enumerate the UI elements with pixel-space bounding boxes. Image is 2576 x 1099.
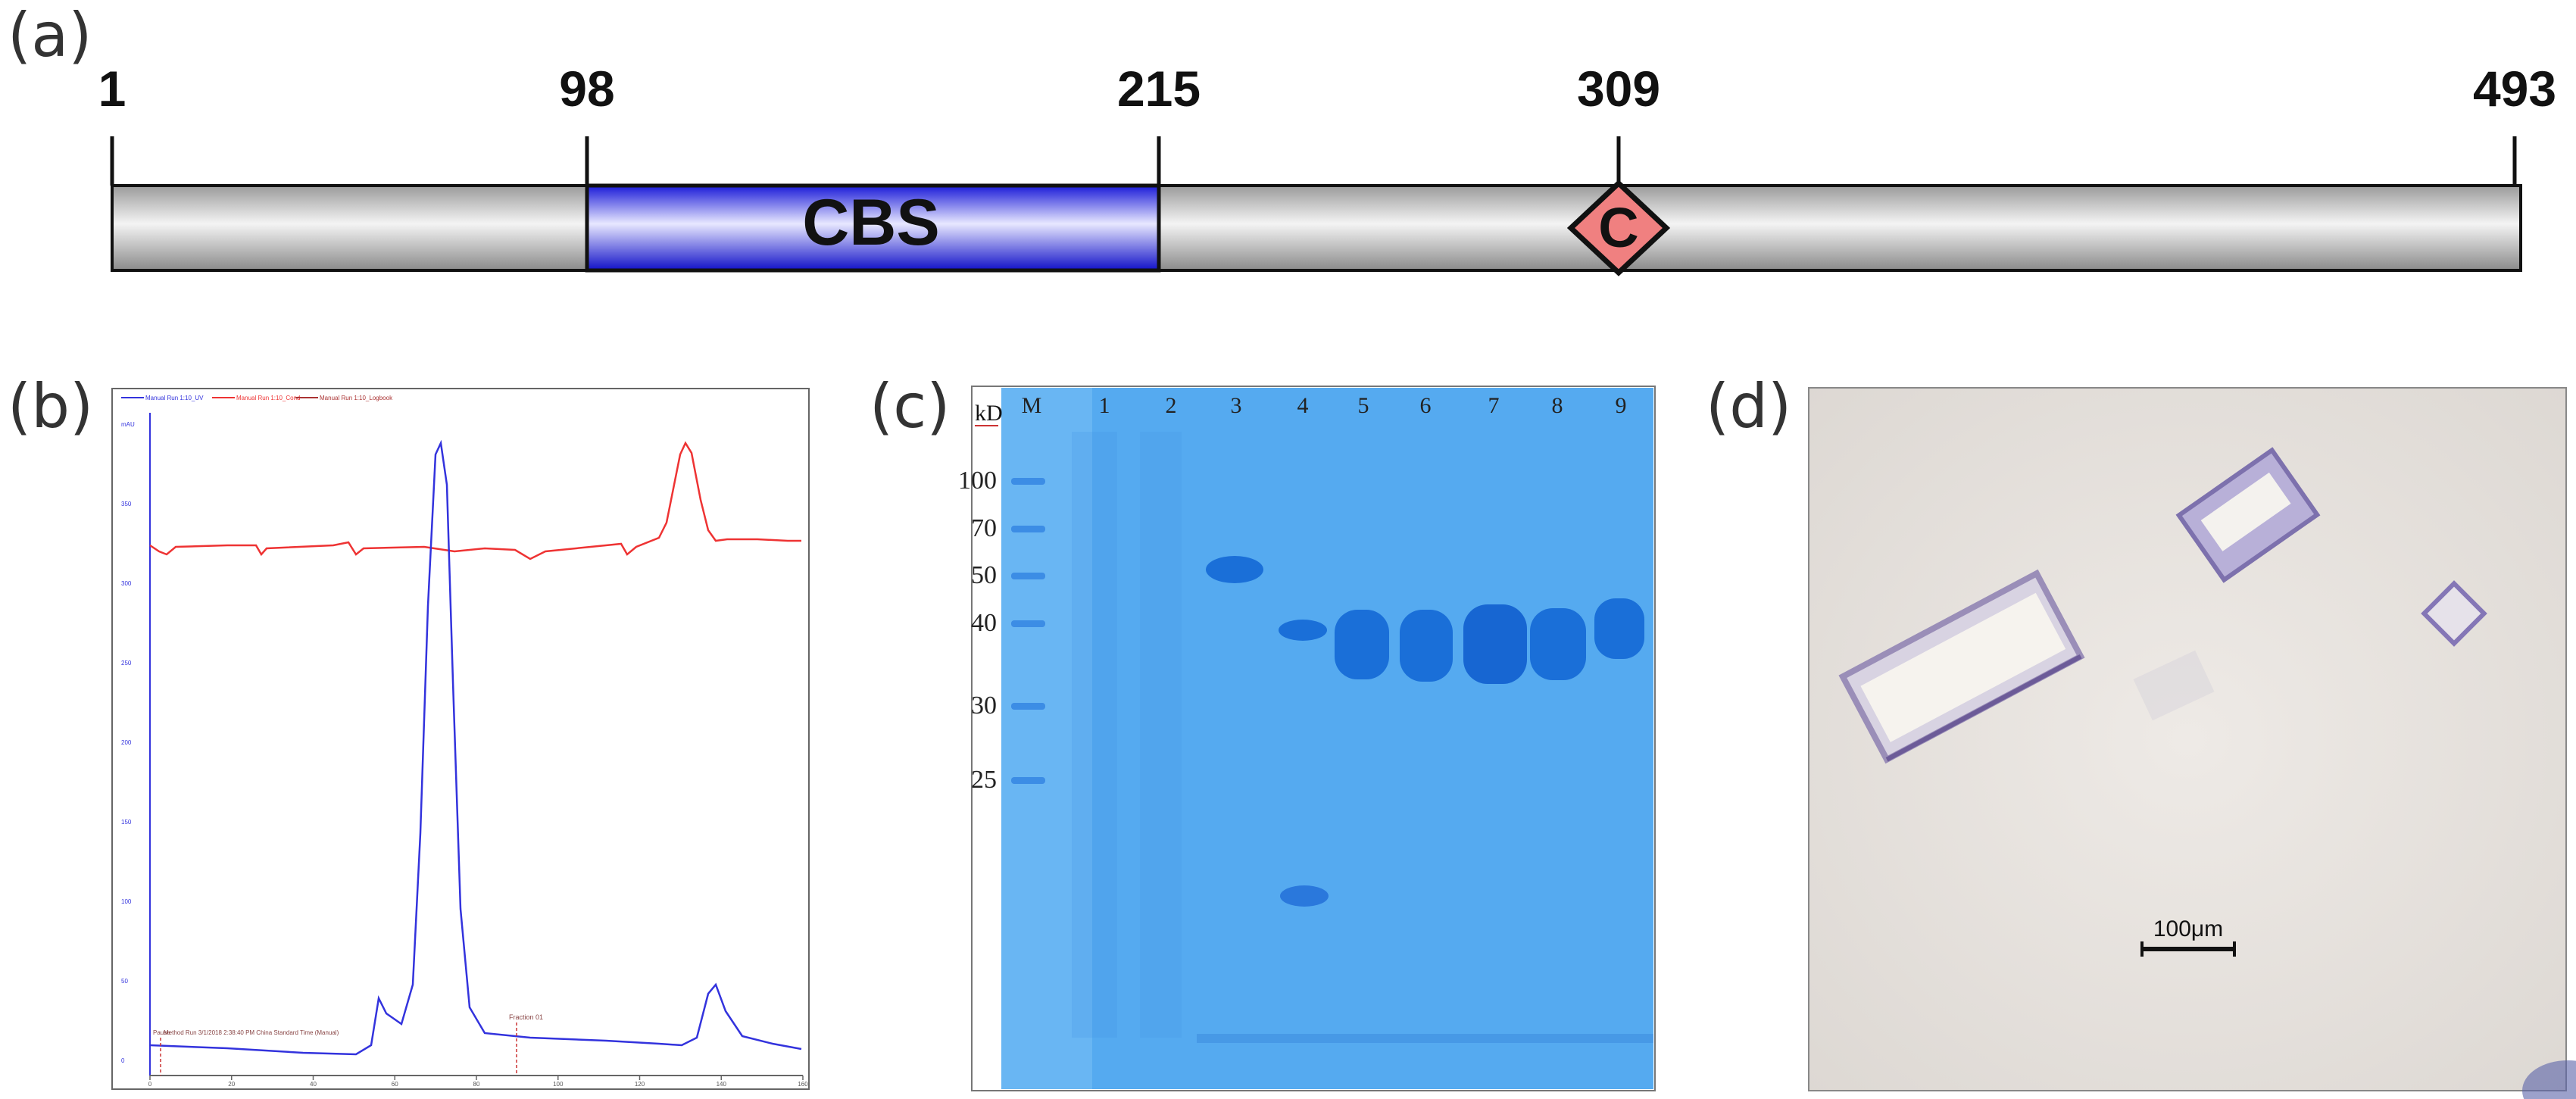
legend-logbook: Manual Run 1:10_Logbook — [320, 395, 393, 401]
cbs-domain — [585, 183, 1161, 273]
lane-label: 1 — [1099, 393, 1110, 418]
lane-label: 5 — [1358, 393, 1369, 418]
gel-unit-label: kD — [975, 401, 1003, 426]
marker-kd-label: 100 — [958, 467, 997, 495]
position-label: 493 — [2473, 61, 2556, 117]
band-lane-4-low — [1280, 885, 1329, 907]
x-tick-label: 0 — [148, 1081, 152, 1088]
panel-label-d: (d) — [1706, 371, 1792, 442]
lane-label: 6 — [1420, 393, 1432, 418]
conductivity-trace — [149, 441, 801, 560]
position-label: 215 — [1117, 61, 1201, 117]
position-label: 1 — [98, 61, 126, 117]
chromatogram: Manual Run 1:10_UV Manual Run 1:10_Cond … — [111, 388, 810, 1090]
y-tick-label: 300 — [121, 580, 132, 587]
lane-label: 2 — [1166, 393, 1177, 418]
site-marker — [1566, 180, 1671, 276]
paused-label: Pause — [153, 1029, 170, 1036]
band-lane-9 — [1594, 598, 1644, 659]
crystal-small — [2421, 580, 2487, 647]
logbook-text: Method Run 3/1/2018 2:38:40 PM China Sta… — [164, 1029, 339, 1036]
x-tick-label: 140 — [717, 1081, 727, 1088]
y-tick-label: 0 — [121, 1057, 125, 1064]
band-lane-5 — [1335, 610, 1389, 679]
x-tick-label: 160 — [798, 1081, 808, 1088]
marker-kd-label: 30 — [971, 692, 997, 720]
lane-label: 8 — [1552, 393, 1563, 418]
crystal-large — [1838, 569, 2085, 764]
scale-bar-label: 100μm — [2153, 916, 2223, 941]
fraction-label: Fraction 01 — [509, 1013, 543, 1021]
panel-label-b: (b) — [8, 371, 94, 442]
marker-band — [1011, 620, 1045, 627]
marker-kd-label: 40 — [971, 609, 997, 637]
y-tick-label: 350 — [121, 501, 132, 507]
lane-label: 9 — [1616, 393, 1627, 418]
sds-page-gel: kD M 1 2 3 4 5 6 7 8 9 100 70 50 40 30 25 — [958, 386, 1656, 1091]
chromatogram-frame — [111, 388, 810, 1090]
marker-band — [1011, 478, 1045, 485]
y-tick-label: 100 — [121, 898, 132, 905]
position-label: 98 — [559, 61, 614, 117]
marker-band — [1011, 573, 1045, 579]
y-tick-label: 150 — [121, 819, 132, 826]
band-lane-8 — [1530, 608, 1586, 680]
band-lane-7 — [1463, 604, 1527, 684]
y-tick-label: mAU — [121, 421, 135, 428]
protein-bar — [111, 184, 2522, 272]
lane-label: 3 — [1231, 393, 1242, 418]
x-tick-label: 20 — [228, 1081, 235, 1088]
gel-body — [1001, 388, 1653, 1089]
y-tick-label: 250 — [121, 660, 132, 667]
band-lane-6 — [1400, 610, 1453, 682]
marker-kd-label: 50 — [971, 561, 997, 589]
y-tick-label: 200 — [121, 739, 132, 746]
legend-cond: Manual Run 1:10_Cond — [236, 395, 301, 401]
marker-band — [1011, 777, 1045, 784]
marker-kd-label: 70 — [971, 514, 997, 542]
x-tick-label: 40 — [310, 1081, 317, 1088]
x-tick-label: 80 — [473, 1081, 480, 1088]
x-tick-label: 120 — [635, 1081, 645, 1088]
crystal-micrograph: 100μm — [1808, 387, 2576, 1099]
y-tick-label: 50 — [121, 978, 128, 985]
marker-kd-label: 25 — [971, 766, 997, 794]
band-lane-4 — [1279, 620, 1327, 641]
marker-band — [1011, 703, 1045, 710]
lane-label: 7 — [1488, 393, 1500, 418]
crystal-image — [1808, 387, 2567, 1091]
uv-trace — [149, 439, 802, 1056]
band-lane-3 — [1206, 556, 1263, 583]
x-tick-label: 60 — [392, 1081, 398, 1088]
position-label: 309 — [1577, 61, 1660, 117]
panel-label-a: (a) — [8, 0, 92, 70]
x-tick-label: 100 — [553, 1081, 564, 1088]
lane-label: M — [1022, 393, 1042, 418]
marker-band — [1011, 526, 1045, 532]
lane-label: 4 — [1297, 393, 1309, 418]
cbs-domain-label: CBS — [802, 186, 940, 259]
domain-map: CBS 1 98 215 309 493 C — [98, 61, 2556, 276]
legend-uv: Manual Run 1:10_UV — [145, 395, 204, 401]
crystal-medium — [2175, 447, 2321, 583]
panel-label-c: (c) — [870, 371, 951, 442]
site-marker-label: C — [1598, 196, 1638, 259]
